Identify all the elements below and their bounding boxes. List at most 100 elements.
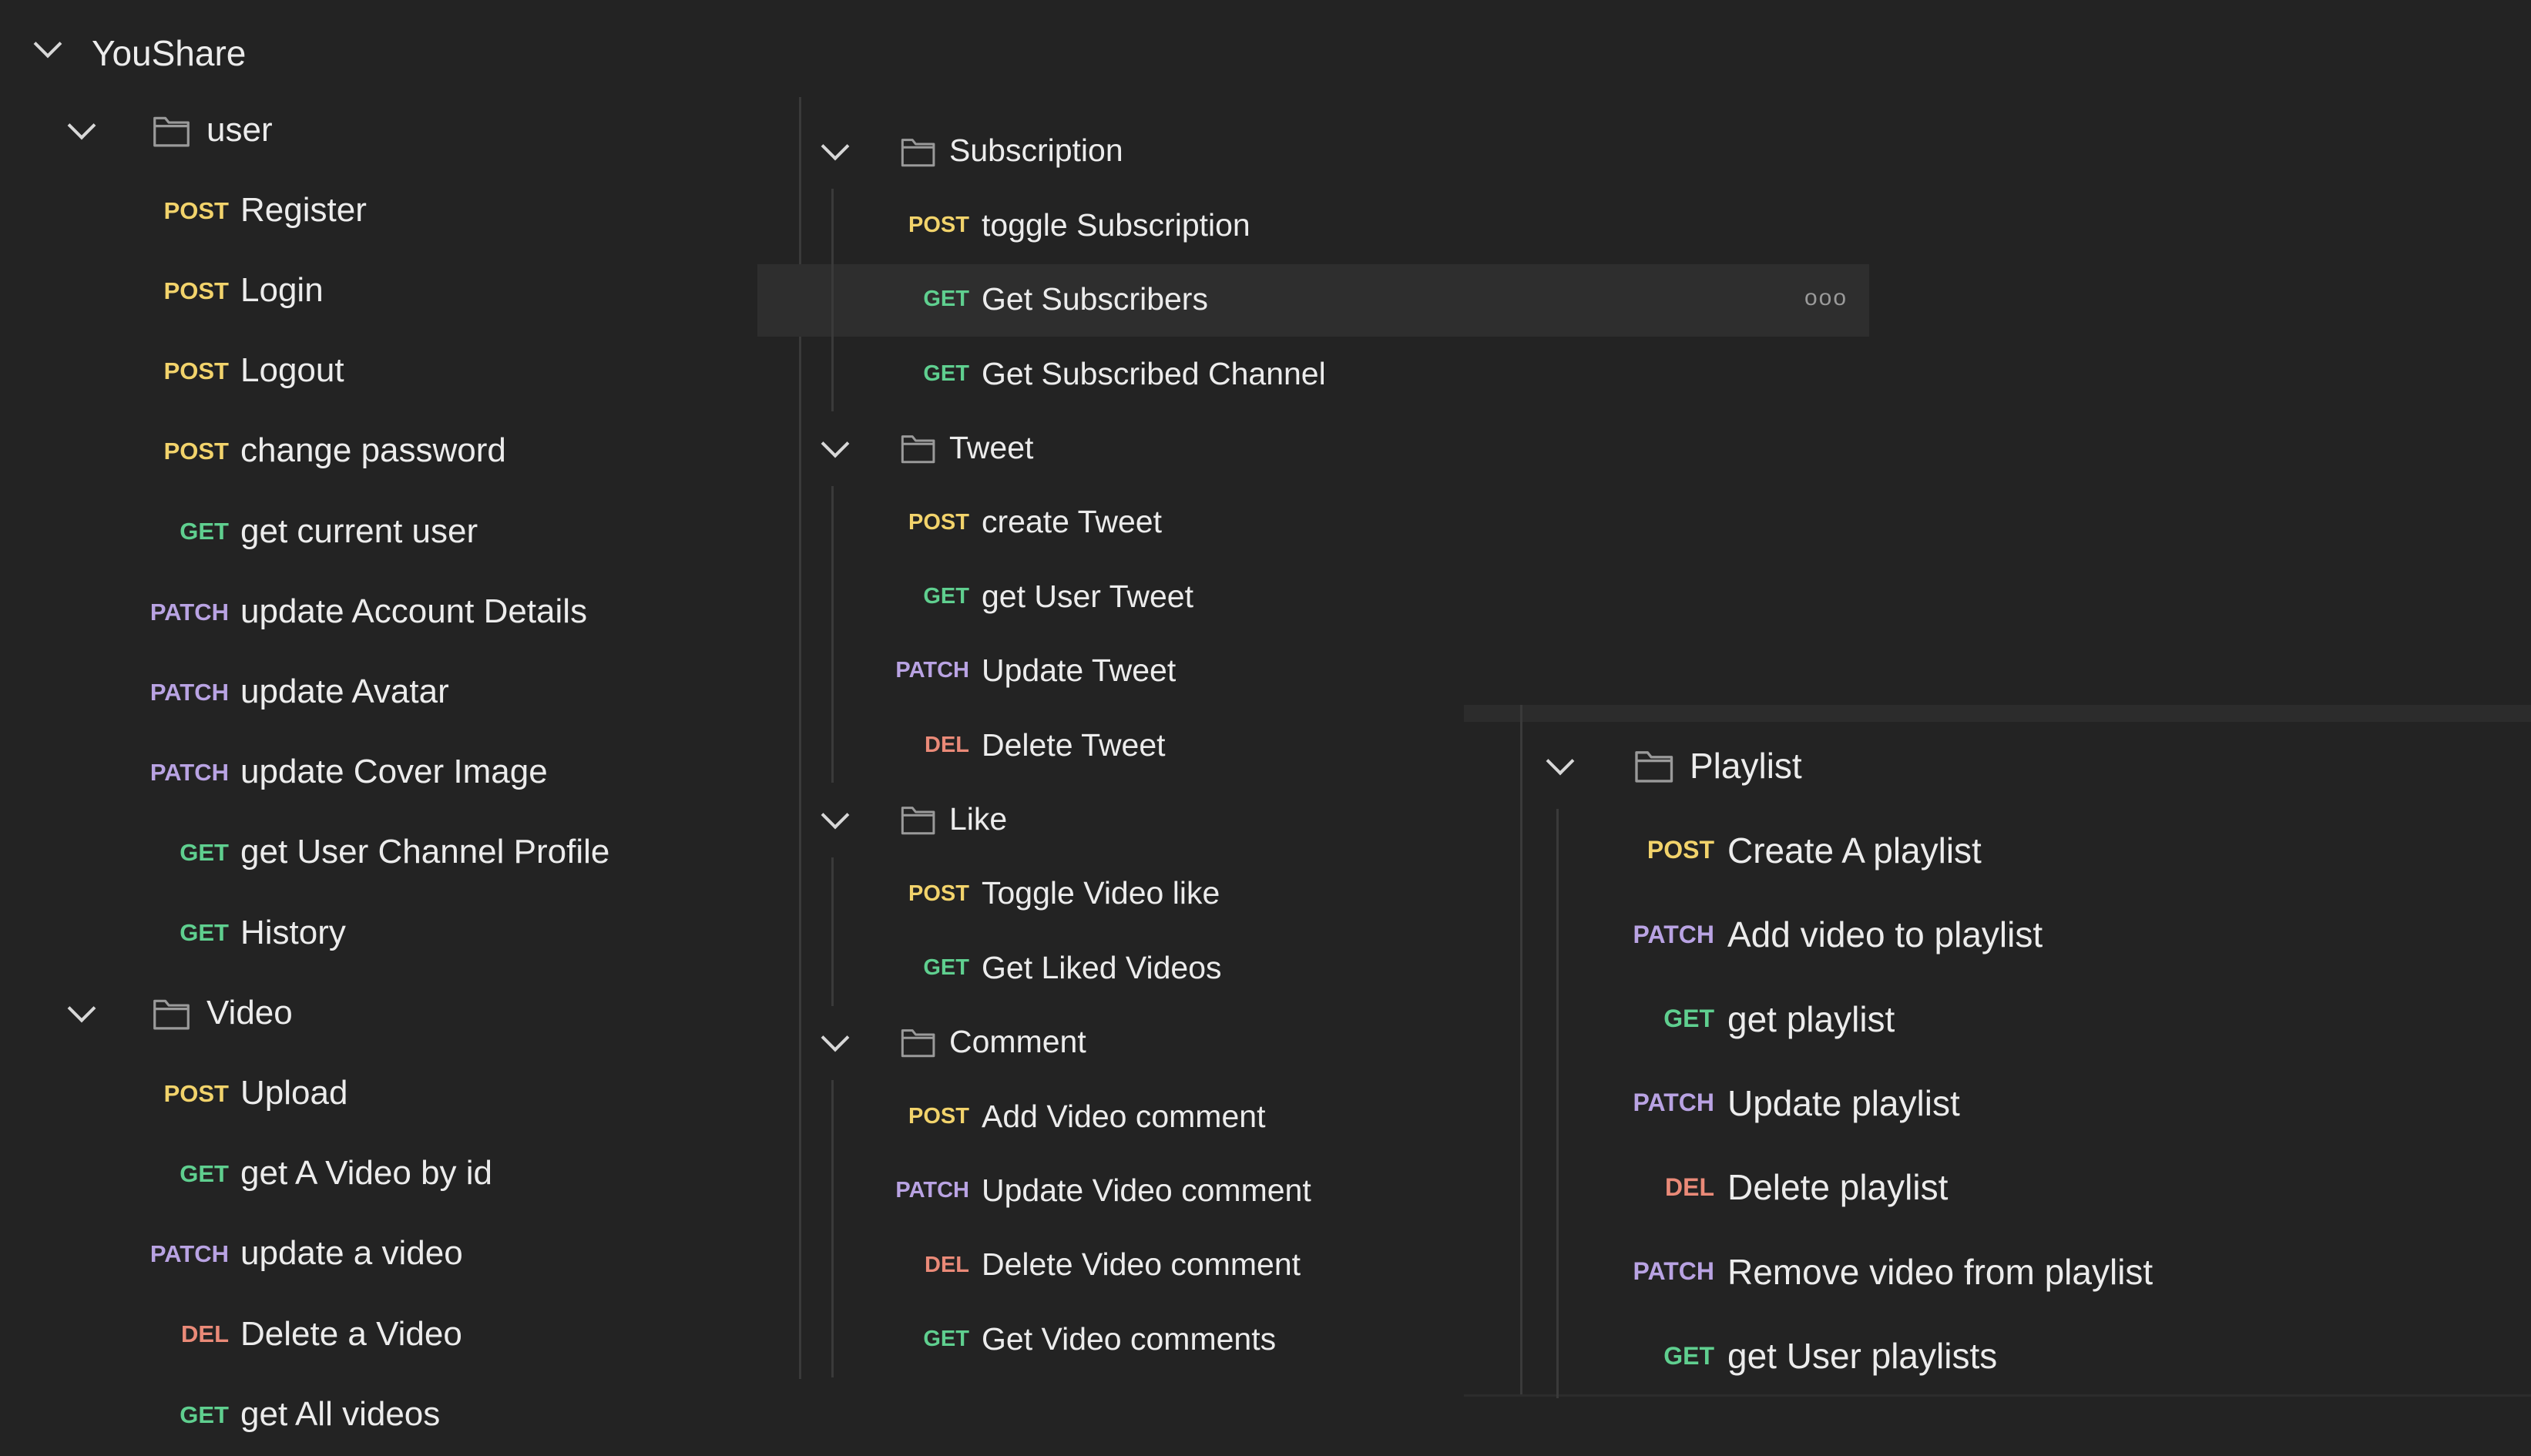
chevron-down-icon[interactable]	[33, 29, 62, 59]
method-badge-post: POST	[908, 213, 969, 237]
request-name: Add Video comment	[982, 1098, 1266, 1134]
request-name: get User Channel Profile	[240, 833, 610, 871]
method-badge-post: POST	[1646, 836, 1714, 864]
indent-guide	[831, 485, 834, 783]
folder-name: Like	[949, 801, 1008, 837]
indent-guide	[831, 857, 834, 1006]
request-name: get User playlists	[1727, 1336, 1998, 1377]
playlist-panel-bottom-border	[1464, 1394, 2531, 1397]
request-name: Get Video comments	[982, 1320, 1277, 1357]
method-badge-patch: PATCH	[1633, 920, 1714, 948]
method-badge-patch: PATCH	[149, 598, 229, 626]
request-name: update Avatar	[240, 673, 449, 710]
folder-icon	[150, 993, 193, 1039]
method-badge-get: GET	[923, 955, 969, 980]
request-name: change password	[240, 431, 506, 470]
request-name: Get Subscribed Channel	[982, 355, 1326, 391]
method-badge-del: DEL	[1665, 1173, 1714, 1201]
request-name: Get Subscribers	[982, 281, 1208, 317]
request-name: toggle Subscription	[982, 206, 1250, 243]
method-badge-get: GET	[923, 361, 969, 386]
request-name: History	[240, 913, 346, 951]
more-options-icon[interactable]: ooo	[1804, 284, 1848, 310]
folder-icon	[1632, 744, 1677, 793]
method-badge-get: GET	[180, 1401, 229, 1428]
method-badge-get: GET	[1663, 1341, 1714, 1370]
request-name: update Account Details	[240, 592, 588, 630]
panel-divider	[1520, 705, 1522, 1394]
method-badge-patch: PATCH	[895, 1178, 969, 1203]
request-name: Get Liked Videos	[982, 949, 1222, 985]
request-name: Remove video from playlist	[1727, 1251, 2153, 1292]
folder-name: Playlist	[1690, 746, 1802, 787]
method-badge-post: POST	[163, 357, 229, 384]
folder-name: Subscription	[949, 133, 1123, 169]
request-name: Update Tweet	[982, 653, 1177, 689]
request-name: Delete Tweet	[982, 726, 1166, 763]
folder-name: Tweet	[949, 430, 1034, 465]
request-name: update Cover Image	[240, 753, 548, 791]
method-badge-patch: PATCH	[1633, 1089, 1714, 1117]
method-badge-post: POST	[163, 196, 229, 224]
method-badge-del: DEL	[925, 732, 969, 757]
method-badge-patch: PATCH	[1633, 1257, 1714, 1286]
folder-icon	[150, 110, 193, 156]
indent-guide	[831, 1080, 834, 1377]
panel-divider	[799, 97, 801, 1379]
folder-name: user	[206, 110, 273, 149]
request-name: get current user	[240, 512, 478, 550]
request-name: Register	[240, 190, 367, 229]
request-name: get All videos	[240, 1394, 441, 1433]
method-badge-post: POST	[163, 1079, 229, 1107]
method-badge-get: GET	[180, 839, 229, 867]
method-badge-get: GET	[180, 518, 229, 545]
playlist-panel-top-strip	[1464, 705, 2531, 722]
folder-icon	[898, 1023, 938, 1066]
method-badge-get: GET	[1663, 1005, 1714, 1032]
request-name: Update playlist	[1727, 1083, 1960, 1123]
folder-row-user[interactable]	[56, 94, 499, 168]
request-name: get playlist	[1727, 998, 1895, 1039]
request-name: Upload	[240, 1074, 348, 1112]
method-badge-get: GET	[923, 1327, 969, 1351]
method-badge-patch: PATCH	[149, 759, 229, 786]
method-badge-post: POST	[908, 1103, 969, 1129]
indent-guide	[1556, 808, 1559, 1399]
method-badge-post: POST	[908, 509, 969, 535]
method-badge-del: DEL	[925, 1252, 969, 1277]
folder-icon	[898, 133, 938, 176]
method-badge-patch: PATCH	[149, 678, 229, 706]
playlist-panel	[1464, 705, 2531, 1396]
method-badge-patch: PATCH	[895, 658, 969, 683]
collection-header[interactable]: YouShare	[0, 29, 462, 73]
method-badge-get: GET	[923, 584, 969, 609]
request-name: Update Video comment	[982, 1173, 1311, 1208]
request-name: Logout	[240, 351, 344, 390]
method-badge-patch: PATCH	[149, 1240, 229, 1268]
request-name: get A Video by id	[240, 1154, 493, 1193]
request-name: Toggle Video like	[982, 875, 1220, 911]
request-name: update a video	[240, 1234, 463, 1273]
request-name: Add video to playlist	[1727, 914, 2043, 955]
method-badge-get: GET	[180, 919, 229, 947]
method-badge-post: POST	[908, 881, 969, 906]
request-name: Delete playlist	[1727, 1167, 1949, 1208]
folder-row-like[interactable]	[810, 786, 1242, 854]
request-name: Delete Video comment	[982, 1246, 1301, 1283]
method-badge-post: POST	[163, 438, 229, 465]
folder-name: Comment	[949, 1024, 1086, 1060]
request-name: get User Tweet	[982, 578, 1193, 614]
request-name: Create A playlist	[1727, 830, 1982, 871]
indent-guide	[831, 189, 834, 412]
folder-icon	[898, 800, 938, 844]
folder-icon	[898, 429, 938, 472]
method-badge-post: POST	[163, 277, 229, 304]
folder-name: Video	[206, 993, 293, 1032]
request-name: Login	[240, 271, 324, 309]
request-name: create Tweet	[982, 504, 1162, 540]
method-badge-del: DEL	[181, 1320, 229, 1348]
method-badge-get: GET	[923, 287, 969, 312]
method-badge-get: GET	[180, 1160, 229, 1187]
collection-title: YouShare	[92, 33, 247, 73]
request-row-hover-bg	[757, 263, 1869, 337]
